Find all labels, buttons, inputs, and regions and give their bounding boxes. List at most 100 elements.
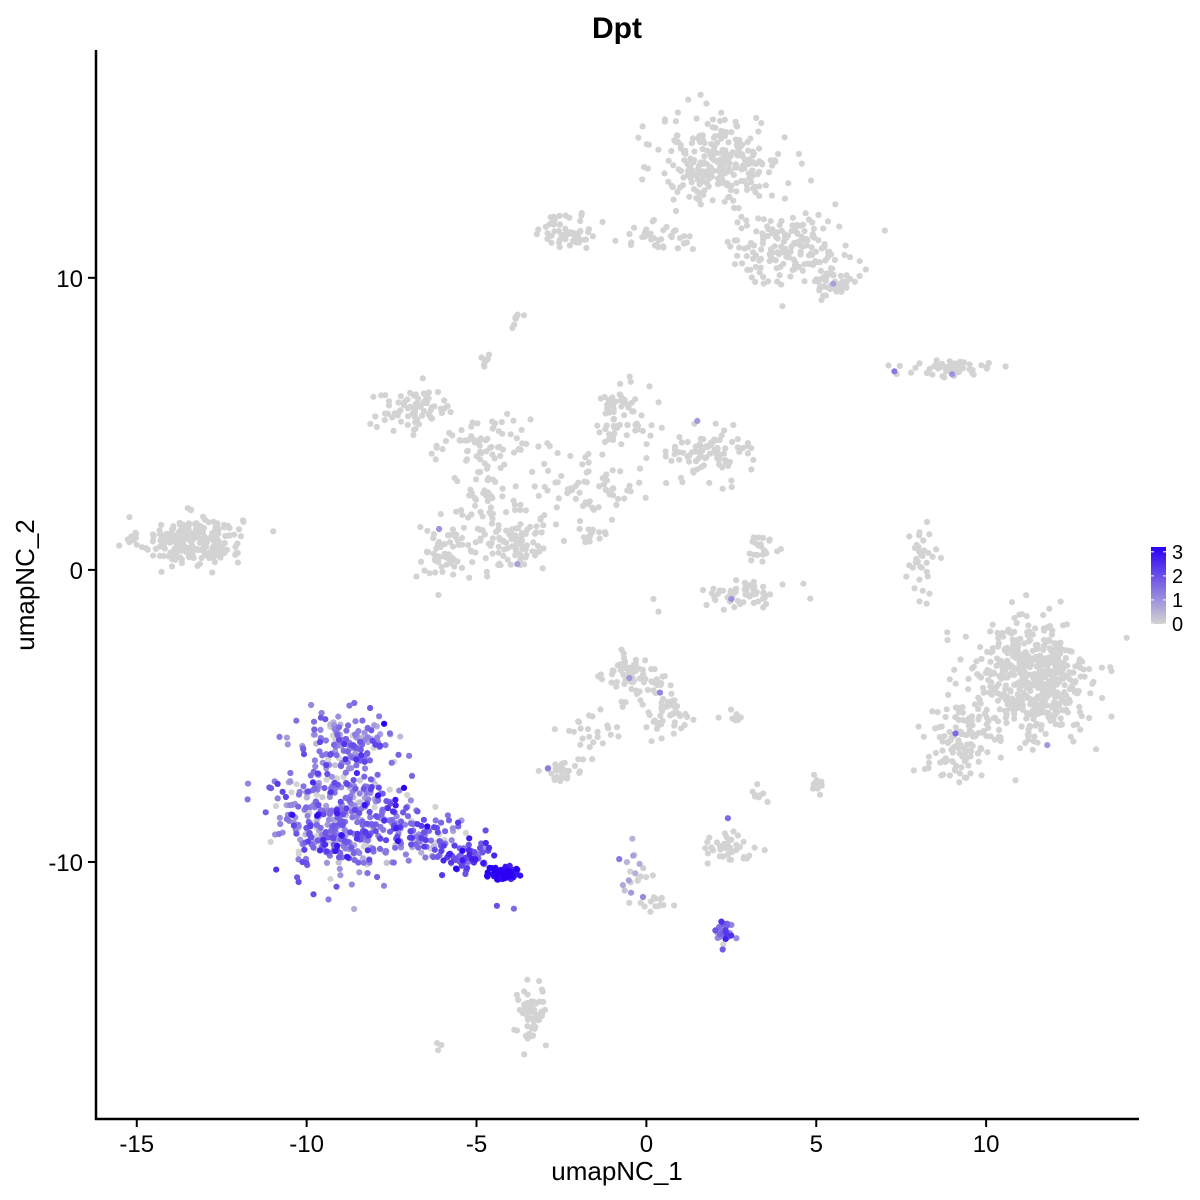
cell-point — [817, 267, 825, 274]
cell-point — [503, 527, 510, 534]
cell-point — [596, 429, 603, 436]
cell-point — [722, 456, 729, 464]
cell-point — [350, 777, 357, 784]
cell-point — [755, 794, 762, 801]
cell-point — [752, 189, 759, 196]
cell-point — [953, 361, 960, 368]
cell-point — [956, 750, 963, 757]
cell-point — [655, 608, 662, 615]
cell-point — [754, 551, 761, 559]
cell-point — [596, 535, 603, 542]
cell-point — [397, 393, 404, 400]
cell-point — [640, 671, 647, 678]
cell-point — [404, 413, 412, 420]
cell-point — [342, 735, 350, 743]
cell-point — [700, 462, 708, 469]
cell-point — [711, 141, 719, 148]
cell-point — [885, 362, 892, 369]
cell-point — [657, 681, 664, 689]
cell-point — [1037, 677, 1044, 684]
cell-point — [1041, 627, 1048, 634]
cell-point — [750, 538, 758, 545]
cell-point — [761, 591, 768, 599]
cell-point — [531, 483, 538, 490]
cell-point — [539, 565, 546, 572]
cell-point — [777, 546, 784, 553]
cell-point — [331, 779, 338, 787]
cell-point — [384, 410, 391, 417]
cell-point — [333, 752, 340, 759]
cell-point — [452, 533, 459, 540]
cell-point — [612, 237, 619, 244]
cell-point — [283, 734, 290, 741]
cell-point — [594, 734, 601, 741]
cell-point — [474, 440, 481, 447]
cell-point — [497, 452, 504, 459]
cell-point — [766, 536, 773, 543]
cell-point — [760, 273, 767, 280]
cell-point — [967, 770, 974, 777]
cell-point — [354, 819, 361, 826]
cell-point — [1031, 682, 1038, 689]
cell-point — [468, 511, 475, 518]
cell-point — [757, 264, 764, 271]
cell-point — [485, 351, 493, 358]
cell-point — [477, 508, 484, 515]
cell-point — [748, 274, 755, 281]
cell-point — [822, 257, 829, 264]
cell-point — [323, 859, 331, 867]
cell-point — [764, 798, 771, 806]
cell-point — [637, 899, 644, 907]
cell-point — [375, 797, 382, 804]
cell-point — [488, 520, 496, 527]
cell-point — [537, 516, 544, 523]
cell-point — [685, 96, 692, 103]
cell-point — [554, 450, 561, 457]
cell-point — [938, 723, 945, 730]
cell-point — [718, 128, 726, 135]
cell-point — [525, 1000, 532, 1007]
cell-point — [761, 847, 768, 854]
cell-point — [695, 167, 703, 174]
cell-point — [328, 773, 336, 780]
cell-point — [351, 807, 358, 814]
cell-point — [630, 224, 638, 231]
cell-point — [973, 658, 980, 665]
colorbar-tick-label: 0 — [1172, 614, 1183, 636]
cell-point — [150, 533, 157, 540]
cell-point — [473, 453, 480, 460]
cell-point — [372, 413, 379, 420]
cell-point — [746, 550, 753, 557]
cell-point — [287, 778, 294, 785]
cell-point — [541, 460, 548, 468]
cell-point — [356, 777, 363, 784]
cell-point — [437, 510, 444, 518]
cell-point — [624, 487, 631, 494]
cell-point — [767, 246, 775, 253]
cell-point — [671, 722, 678, 729]
cell-point — [581, 236, 588, 243]
cell-point — [923, 518, 931, 526]
cell-point — [158, 521, 165, 529]
cell-point — [510, 449, 518, 456]
cell-point — [738, 225, 745, 232]
cell-point — [805, 252, 813, 259]
cell-point — [628, 889, 635, 896]
cell-point — [1032, 625, 1039, 632]
cell-point — [779, 303, 786, 310]
cell-point — [540, 522, 547, 529]
cell-point — [586, 532, 593, 539]
cell-point — [663, 480, 670, 487]
cell-point — [286, 802, 293, 809]
cell-point — [447, 409, 454, 416]
cell-point — [643, 226, 650, 233]
cell-point — [521, 1051, 528, 1058]
cell-point — [535, 443, 542, 450]
cell-point — [346, 702, 353, 709]
cell-point — [965, 762, 972, 769]
cell-point — [703, 443, 710, 450]
cell-point — [975, 694, 982, 701]
cell-point — [316, 847, 324, 854]
cell-point — [533, 231, 540, 238]
